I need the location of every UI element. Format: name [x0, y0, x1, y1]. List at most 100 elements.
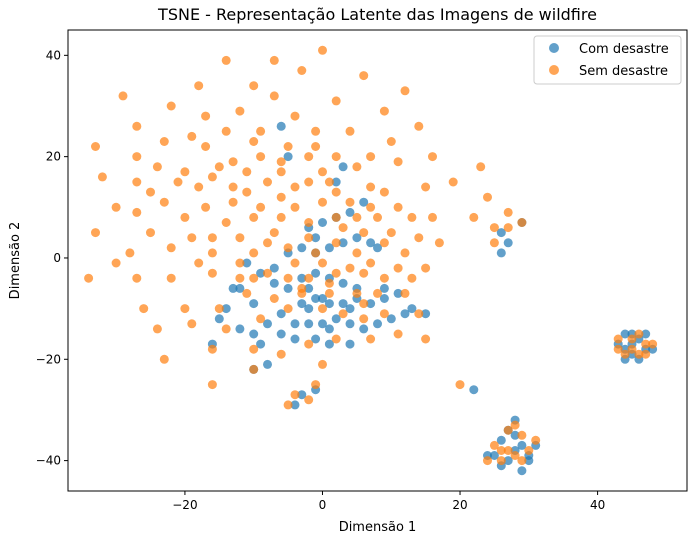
point-sem-desastre-20: [414, 121, 424, 131]
point-sem-desastre-34: [276, 157, 286, 167]
point-sem-desastre-21: [345, 126, 355, 136]
point-sem-desastre-99: [207, 248, 217, 258]
point-sem-desastre-106: [400, 248, 410, 258]
point-sem-desastre-152: [276, 349, 286, 359]
point-sem-desastre-4: [359, 71, 369, 81]
point-com-desastre-22: [283, 283, 293, 293]
point-sem-desastre-76: [132, 207, 142, 217]
point-sem-desastre-0: [318, 45, 327, 55]
point-sem-desastre-77: [180, 212, 190, 222]
legend-label-sem-desastre: Sem desastre: [579, 64, 668, 79]
point-sem-desastre-18: [256, 126, 266, 136]
point-com-desastre-79: [517, 466, 527, 476]
point-sem-desastre-86: [428, 212, 437, 222]
point-sem-desastre-7: [194, 81, 204, 91]
point-com-desastre-102: [345, 304, 355, 314]
point-sem-desastre-128: [84, 273, 94, 283]
point-com-desastre-101: [318, 294, 327, 303]
plot-frame: [67, 29, 688, 492]
legend-label-com-desastre: Com desastre: [579, 42, 669, 57]
point-com-desastre-52: [290, 400, 300, 410]
point-com-desastre-104: [304, 304, 314, 314]
point-com-desastre-62: [379, 283, 389, 293]
point-sem-desastre-133: [269, 294, 279, 303]
point-com-desastre-4: [256, 339, 266, 349]
point-sem-desastre-124: [331, 268, 341, 278]
point-sem-desastre-143: [283, 304, 293, 314]
point-com-desastre-5: [276, 329, 286, 339]
point-sem-desastre-67: [228, 197, 238, 207]
point-sem-desastre-175: [510, 451, 520, 460]
x-axis-ticks: −20 0 20 40: [172, 491, 605, 512]
point-sem-desastre-42: [276, 167, 286, 177]
point-sem-desastre-10: [331, 96, 341, 106]
point-sem-desastre-31: [256, 152, 266, 162]
point-sem-desastre-60: [331, 187, 341, 197]
point-com-desastre-39: [345, 207, 355, 217]
point-sem-desastre-195: [263, 238, 272, 248]
point-sem-desastre-185: [627, 334, 637, 344]
point-sem-desastre-89: [235, 233, 245, 243]
point-sem-desastre-190: [627, 344, 637, 354]
point-sem-desastre-135: [324, 288, 334, 298]
point-com-desastre-64: [304, 283, 314, 293]
point-sem-desastre-148: [414, 309, 424, 319]
point-sem-desastre-191: [634, 329, 644, 339]
point-sem-desastre-136: [352, 288, 362, 298]
point-com-desastre-67: [496, 228, 506, 238]
point-com-desastre-56: [338, 162, 348, 172]
point-sem-desastre-100: [249, 248, 259, 258]
y-tick-label: −20: [36, 352, 61, 366]
point-sem-desastre-196: [297, 283, 307, 293]
point-sem-desastre-126: [379, 273, 389, 283]
point-sem-desastre-132: [242, 288, 252, 298]
point-sem-desastre-27: [201, 142, 211, 151]
point-sem-desastre-184: [613, 344, 623, 354]
point-com-desastre-30: [297, 243, 307, 253]
x-tick-label: 20: [452, 498, 467, 512]
point-sem-desastre-19: [311, 126, 321, 136]
point-com-desastre-76: [510, 430, 520, 440]
point-sem-desastre-162: [290, 390, 300, 400]
point-sem-desastre-56: [194, 182, 204, 192]
y-tick-label: 40: [46, 48, 61, 62]
point-sem-desastre-118: [132, 273, 142, 283]
point-com-desastre-9: [331, 314, 341, 324]
point-com-desastre-24: [311, 268, 321, 278]
point-sem-desastre-104: [352, 248, 362, 258]
point-sem-desastre-179: [517, 456, 527, 466]
point-sem-desastre-192: [613, 334, 623, 344]
point-sem-desastre-107: [434, 238, 444, 248]
legend-marker-sem-desastre: [549, 65, 559, 75]
point-sem-desastre-29: [311, 142, 321, 151]
point-sem-desastre-62: [421, 182, 431, 192]
point-sem-desastre-5: [400, 86, 410, 96]
point-sem-desastre-8: [118, 91, 128, 101]
point-sem-desastre-122: [283, 273, 293, 283]
point-com-desastre-33: [338, 238, 348, 248]
point-sem-desastre-127: [407, 273, 417, 283]
point-sem-desastre-80: [276, 212, 286, 222]
point-sem-desastre-145: [338, 309, 348, 319]
point-com-desastre-42: [249, 299, 259, 309]
point-sem-desastre-14: [201, 111, 211, 121]
point-sem-desastre-102: [311, 248, 321, 258]
point-com-desastre-43: [221, 304, 231, 314]
point-sem-desastre-40: [180, 167, 190, 177]
point-com-desastre-72: [503, 456, 513, 466]
point-com-desastre-23: [297, 273, 307, 283]
point-sem-desastre-129: [139, 304, 149, 314]
point-sem-desastre-156: [393, 329, 403, 339]
point-sem-desastre-161: [311, 380, 321, 390]
point-sem-desastre-115: [366, 258, 376, 268]
point-com-desastre-74: [489, 451, 499, 460]
point-com-desastre-40: [359, 197, 369, 207]
x-tick-label: −20: [172, 498, 197, 512]
point-sem-desastre-45: [352, 162, 362, 172]
point-sem-desastre-81: [304, 218, 314, 227]
point-sem-desastre-187: [620, 349, 630, 359]
point-sem-desastre-9: [269, 91, 279, 101]
point-com-desastre-103: [324, 324, 334, 334]
point-sem-desastre-15: [290, 111, 300, 121]
